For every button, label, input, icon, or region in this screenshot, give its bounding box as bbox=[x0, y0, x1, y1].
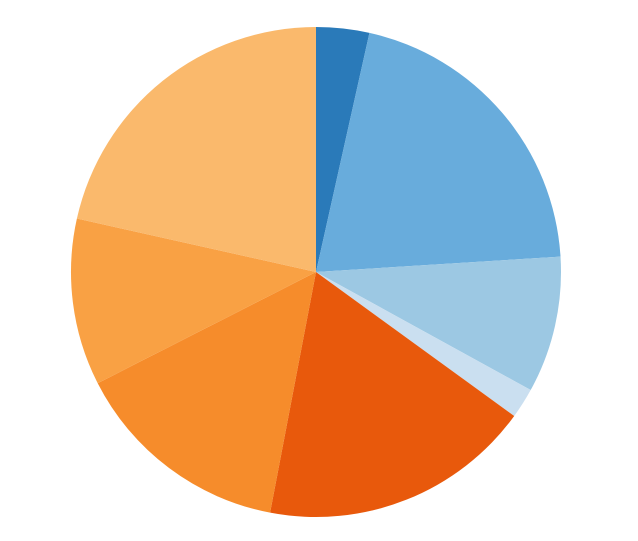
pie-chart-container bbox=[0, 0, 638, 541]
pie-chart bbox=[0, 0, 638, 541]
